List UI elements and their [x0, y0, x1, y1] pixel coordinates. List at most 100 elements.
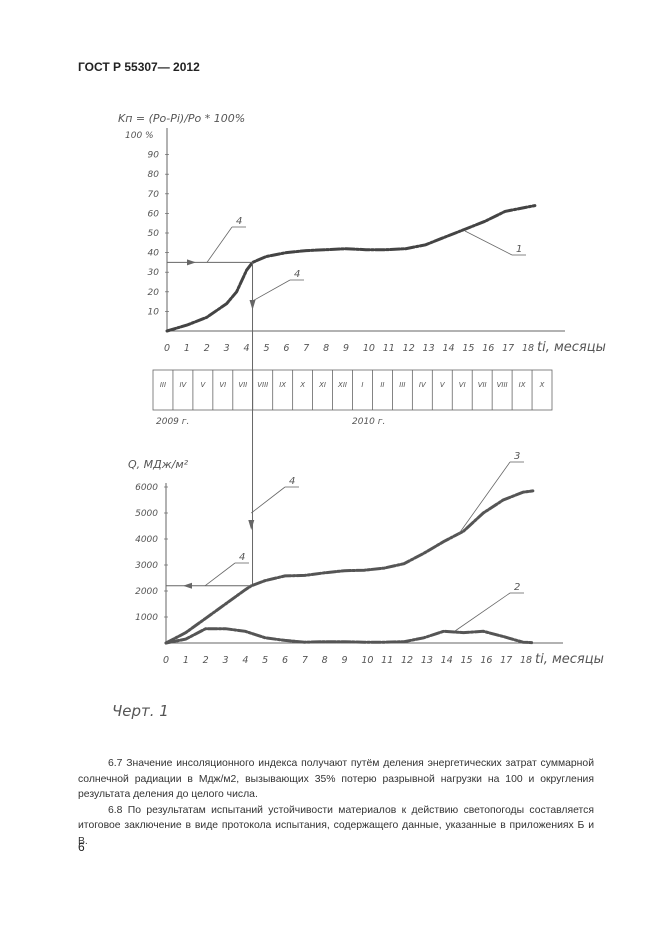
x-tick-label: 14 [442, 343, 454, 354]
x-tick-label: 6 [282, 655, 288, 666]
y-tick-label: 5000 [135, 509, 158, 519]
series-line-3 [164, 489, 535, 645]
month-cell: V [440, 381, 446, 389]
y-tick-label: 40 [148, 249, 160, 259]
page-number: 6 [78, 840, 85, 854]
arrow-icon [183, 582, 192, 589]
x-tick-label: 15 [461, 655, 473, 666]
x-tick-label: 12 [403, 343, 415, 354]
x-axis-label: ti, месяцы [537, 340, 606, 355]
month-cell: VI [219, 381, 226, 389]
callout-label: 4 [236, 216, 242, 227]
month-cell: III [160, 381, 166, 389]
x-tick-label: 4 [242, 655, 248, 666]
x-tick-label: 5 [262, 655, 268, 666]
month-cell: VIII [497, 381, 508, 389]
month-cell: II [380, 381, 384, 389]
x-tick-label: 12 [401, 655, 413, 666]
arrow-icon [248, 520, 255, 530]
callout-line [206, 226, 233, 263]
x-tick-label: 0 [163, 655, 169, 666]
y-tick-label: 1000 [135, 613, 158, 623]
x-tick-label: 3 [223, 655, 229, 666]
x-axis-label: ti, месяцы [535, 652, 604, 667]
x-tick-label: 10 [363, 343, 375, 354]
series-line-1 [165, 204, 537, 333]
x-tick-label: 2 [204, 343, 210, 354]
x-tick-label: 4 [244, 343, 250, 354]
callout-label: 4 [294, 269, 300, 280]
month-cell: X [539, 381, 545, 389]
month-cell: IV [179, 381, 187, 389]
y-tick-label: 30 [148, 268, 160, 278]
series-line-2 [164, 627, 535, 645]
arrow-icon [249, 300, 256, 310]
y-tick-label: 90 [148, 151, 160, 161]
callout-label: 4 [289, 476, 295, 487]
figure: 0 1 2 3 4 5 6 7 8 9 10 11 12 13 14 15 16 17 18 ti, месяцы10… [112, 112, 606, 720]
paragraph-6-7: 6.7 Значение инсоляционного индекса полу… [78, 758, 594, 800]
y-tick-label: 50 [148, 229, 160, 239]
month-cell: I [361, 381, 363, 389]
y-tick-label: 2000 [135, 587, 158, 597]
callout-line [204, 562, 236, 587]
y-tick-label: 70 [148, 190, 160, 200]
x-tick-label: 9 [343, 343, 349, 354]
year-label-2009: 2009 г. [156, 417, 189, 427]
callout-line [252, 279, 291, 302]
x-tick-label: 15 [462, 343, 474, 354]
y-tick-label: 80 [148, 170, 160, 180]
y-tick-label: 10 [148, 307, 160, 317]
callout-line [454, 592, 511, 632]
x-tick-label: 7 [303, 343, 309, 354]
y-axis-label: Q, МДж/м² [128, 458, 189, 471]
month-cell: VII [238, 381, 247, 389]
callout-label: 4 [239, 552, 245, 563]
y-tick-label: 6000 [135, 483, 158, 493]
month-cell: XI [318, 381, 326, 389]
x-tick-label: 16 [482, 343, 494, 354]
callout-label: 1 [516, 244, 522, 255]
x-tick-label: 18 [520, 655, 532, 666]
y-axis-label: Kп = (Po-Pi)/Po * 100% [118, 112, 245, 125]
x-tick-label: 1 [184, 343, 190, 354]
y-tick-label: 20 [148, 288, 160, 298]
x-tick-label: 13 [423, 343, 435, 354]
body-text: 6.7 Значение инсоляционного индекса полу… [78, 756, 594, 849]
month-cell: VII [478, 381, 487, 389]
x-tick-label: 0 [164, 343, 170, 354]
callout-label: 2 [514, 582, 520, 593]
month-cell: VIII [257, 381, 268, 389]
document-header: ГОСТ Р 55307— 2012 [78, 60, 200, 74]
x-tick-label: 1 [183, 655, 189, 666]
month-cell: VI [459, 381, 466, 389]
y-unit-label: 100 % [125, 131, 154, 141]
month-cell: IX [279, 381, 286, 389]
callout-label: 3 [514, 451, 520, 462]
year-label-2010: 2010 г. [352, 417, 385, 427]
x-tick-label: 17 [500, 655, 512, 666]
y-tick-label: 4000 [135, 535, 158, 545]
x-tick-label: 18 [522, 343, 534, 354]
callout-line [457, 461, 511, 536]
month-cell: IX [519, 381, 526, 389]
x-tick-label: 13 [421, 655, 433, 666]
paragraph-6-8: 6.8 По результатам испытаний устойчивост… [78, 804, 594, 847]
x-tick-label: 11 [383, 343, 395, 354]
x-tick-label: 2 [203, 655, 209, 666]
x-tick-label: 3 [224, 343, 230, 354]
month-cell: IV [419, 381, 427, 389]
callout-line [251, 486, 286, 514]
x-tick-label: 8 [322, 655, 328, 666]
arrow-icon [187, 259, 196, 266]
chart-insolation-loss: 0 1 2 3 4 5 6 7 8 9 10 11 12 13 14 15 16 17 18 ti, месяцы10… [118, 112, 606, 585]
y-tick-label: 3000 [135, 561, 158, 571]
x-tick-label: 10 [361, 655, 373, 666]
x-tick-label: 5 [263, 343, 269, 354]
x-tick-label: 17 [502, 343, 514, 354]
y-tick-label: 60 [148, 209, 160, 219]
x-tick-label: 16 [480, 655, 492, 666]
x-tick-label: 6 [283, 343, 289, 354]
months-table: III IV V VI VII VIII IX X XI XII I II III IV V VI VII VII… [152, 369, 553, 427]
month-cell: X [299, 381, 305, 389]
